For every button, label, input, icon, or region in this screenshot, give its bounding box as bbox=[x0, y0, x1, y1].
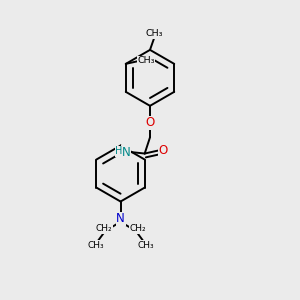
Text: N: N bbox=[116, 212, 125, 225]
Text: CH₂: CH₂ bbox=[129, 224, 146, 233]
Text: N: N bbox=[122, 146, 130, 159]
Text: CH₃: CH₃ bbox=[137, 241, 154, 250]
Text: O: O bbox=[146, 116, 154, 129]
Text: CH₃: CH₃ bbox=[87, 241, 104, 250]
Text: CH₃: CH₃ bbox=[137, 56, 154, 65]
Text: O: O bbox=[159, 144, 168, 157]
Text: CH₃: CH₃ bbox=[146, 29, 163, 38]
Text: CH₂: CH₂ bbox=[95, 224, 112, 233]
Text: H: H bbox=[115, 146, 122, 157]
